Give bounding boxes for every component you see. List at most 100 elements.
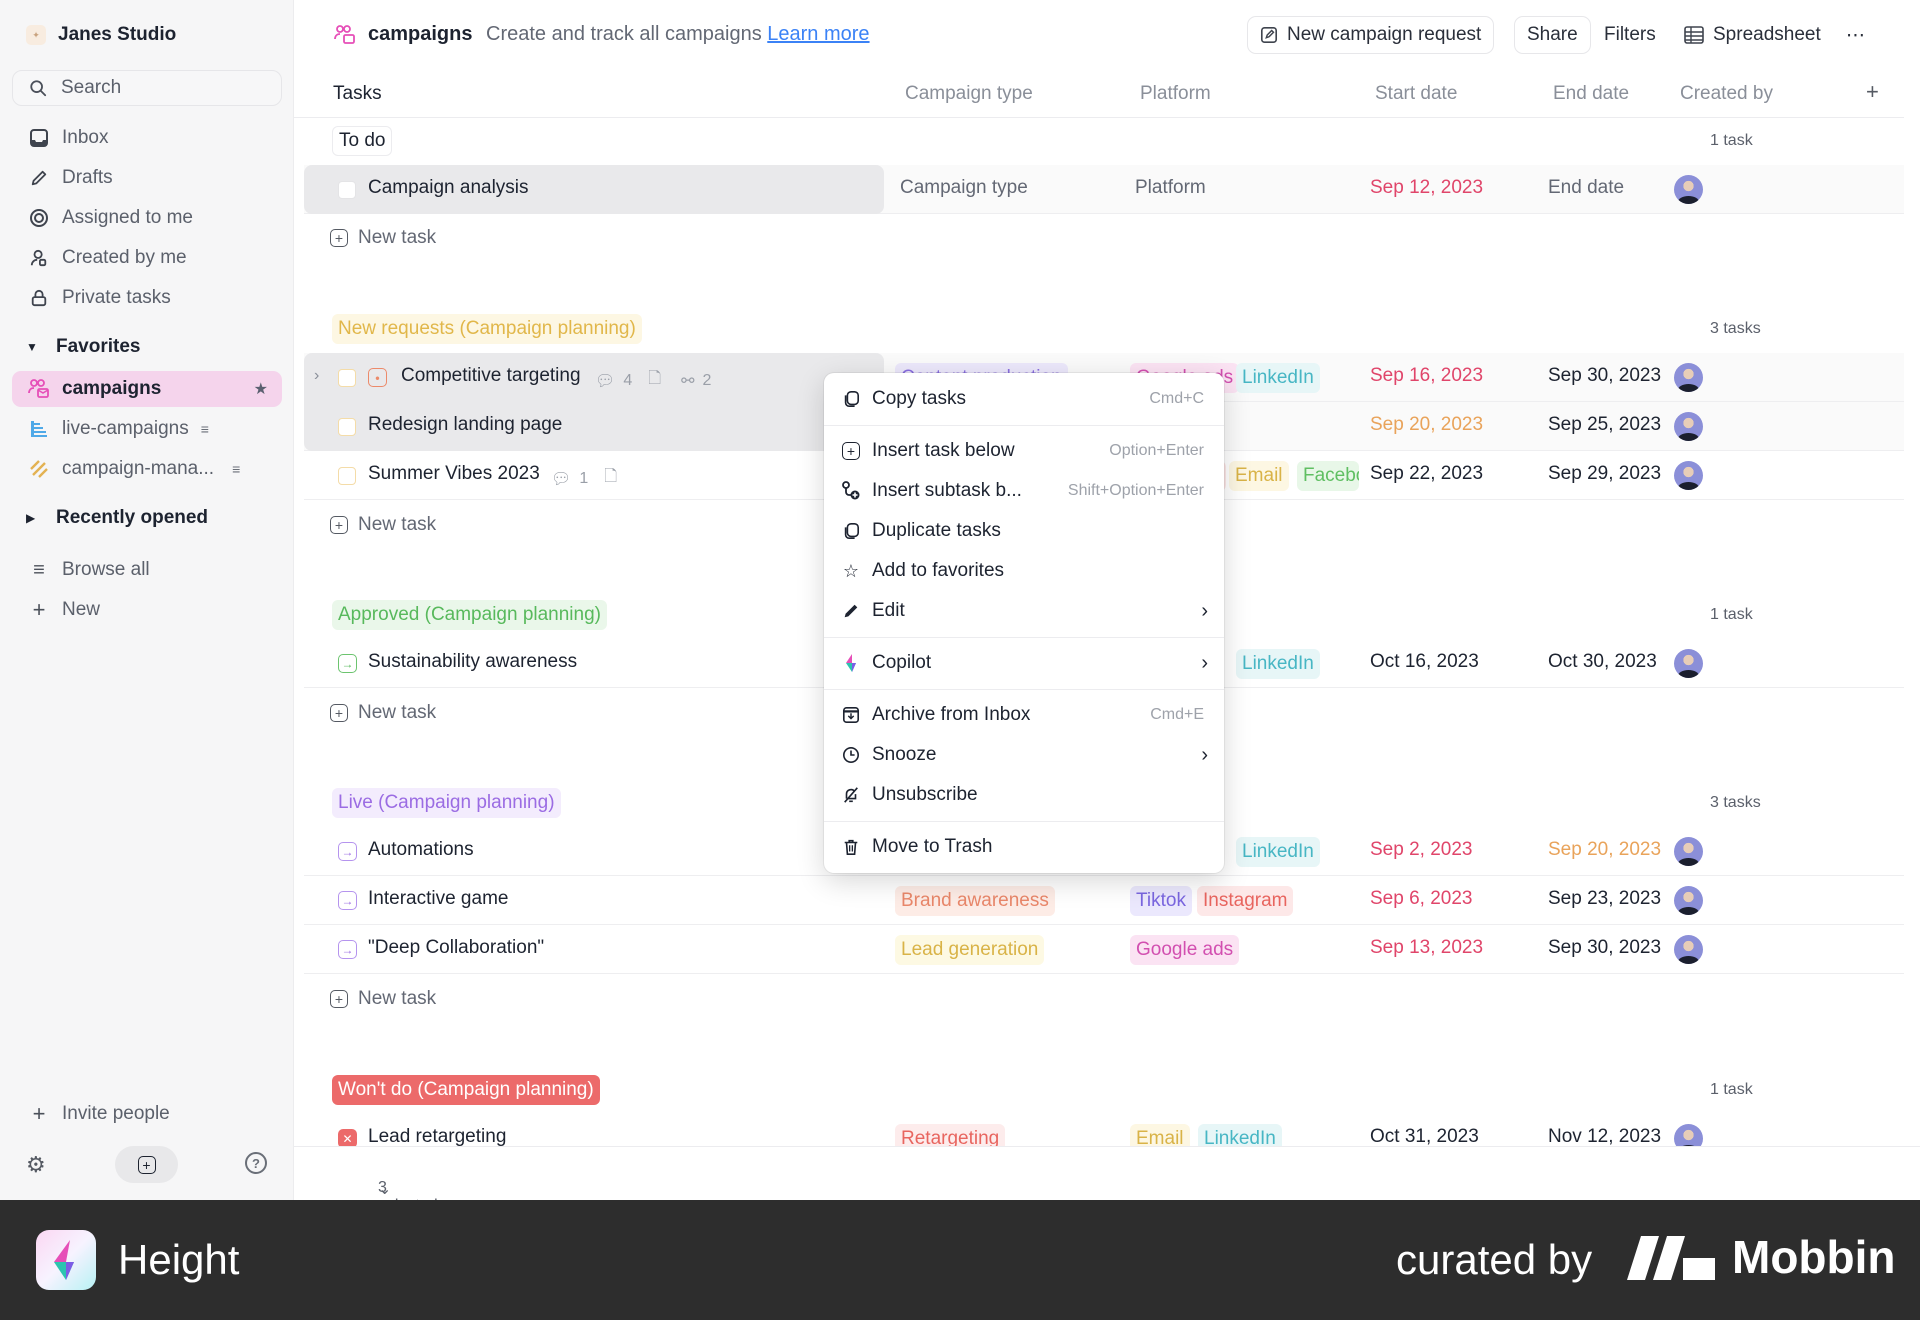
menu-item-insert-subtask[interactable]: Insert subtask b... Shift+Option+Enter	[824, 471, 1224, 511]
view-switcher-button[interactable]: Spreadsheet	[1684, 16, 1821, 54]
column-campaign-type[interactable]: Campaign type	[905, 83, 1033, 104]
sidebar-item-campaign-management[interactable]: campaign-mana... ≡	[12, 451, 282, 487]
column-headers: Tasks Campaign type Platform Start date …	[294, 74, 1904, 118]
sidebar-item-live-campaigns[interactable]: live-campaigns ≡	[12, 411, 282, 447]
menu-divider	[824, 821, 1224, 822]
wont-do-status-icon[interactable]: ✕	[338, 1129, 357, 1148]
menu-item-move-to-trash[interactable]: Move to Trash	[824, 827, 1224, 867]
platform-tag[interactable]: Instagram	[1197, 886, 1294, 916]
workspace-switcher[interactable]: ✦ Janes Studio	[26, 20, 176, 50]
sidebar-item-drafts[interactable]: Drafts	[12, 160, 282, 196]
more-options-button[interactable]: ⋯	[1846, 16, 1865, 54]
new-task-button[interactable]: + New task	[330, 514, 436, 536]
menu-item-snooze[interactable]: Snooze ›	[824, 735, 1224, 775]
sidebar-item-campaigns[interactable]: campaigns ★	[12, 371, 282, 407]
avatar[interactable]	[1674, 649, 1703, 678]
task-checkbox[interactable]	[338, 467, 356, 485]
plus-square-icon: +	[330, 704, 348, 722]
gear-icon[interactable]: ⚙	[26, 1152, 46, 1177]
column-start-date[interactable]: Start date	[1375, 83, 1458, 104]
form-icon	[1260, 26, 1278, 44]
height-logo-icon	[36, 1230, 96, 1290]
table-row[interactable]: → Interactive game Brand awareness Tikto…	[304, 876, 1904, 925]
group-label-wont-do[interactable]: Won't do (Campaign planning)	[332, 1075, 600, 1105]
avatar[interactable]	[1674, 935, 1703, 964]
group-label-todo[interactable]: To do	[332, 126, 393, 156]
group-label-approved[interactable]: Approved (Campaign planning)	[332, 600, 607, 630]
star-filled-icon[interactable]: ★	[253, 381, 268, 398]
avatar[interactable]	[1674, 363, 1703, 392]
new-task-button[interactable]: + New task	[330, 988, 436, 1010]
column-end-date[interactable]: End date	[1553, 83, 1630, 104]
sidebar-item-assigned[interactable]: Assigned to me	[12, 200, 282, 236]
menu-item-duplicate-tasks[interactable]: Duplicate tasks	[824, 511, 1224, 551]
new-task-button[interactable]: + New task	[330, 702, 436, 724]
avatar[interactable]	[1674, 461, 1703, 490]
column-tasks[interactable]: Tasks	[333, 83, 382, 104]
group-label-live[interactable]: Live (Campaign planning)	[332, 788, 561, 818]
filters-button[interactable]: Filters	[1604, 24, 1656, 45]
avatar[interactable]	[1674, 837, 1703, 866]
menu-item-unsubscribe[interactable]: Unsubscribe	[824, 775, 1224, 815]
platform-tag[interactable]: LinkedIn	[1236, 649, 1320, 679]
favorites-header[interactable]: ▼ Favorites	[26, 336, 141, 357]
table-row[interactable]: → "Deep Collaboration" Lead generation G…	[304, 925, 1904, 974]
platform-tag[interactable]: LinkedIn	[1236, 837, 1320, 867]
platform-tag[interactable]: Facebook	[1297, 461, 1359, 491]
recently-opened-header[interactable]: ▶ Recently opened	[26, 507, 209, 528]
sidebar-item-inbox[interactable]: Inbox	[12, 120, 282, 156]
approved-status-icon[interactable]: →	[338, 654, 357, 673]
menu-item-copilot[interactable]: Copilot ›	[824, 643, 1224, 683]
invite-people-button[interactable]: + Invite people	[12, 1096, 282, 1132]
stripes-icon	[28, 458, 50, 480]
context-menu: Copy tasks Cmd+C + Insert task below Optio…	[824, 373, 1224, 873]
help-icon[interactable]: ?	[245, 1152, 267, 1174]
task-checkbox[interactable]	[338, 181, 356, 199]
sidebar-item-browse-all[interactable]: ≡ Browse all	[12, 552, 282, 588]
chevron-down-icon: ⌄	[378, 1181, 392, 1198]
search-input[interactable]: Search	[12, 70, 282, 106]
table-row[interactable]: Campaign analysis Campaign type Platform…	[304, 165, 1904, 214]
menu-item-archive-from-inbox[interactable]: Archive from Inbox Cmd+E	[824, 695, 1224, 735]
avatar[interactable]	[1674, 175, 1703, 204]
star-icon: ☆	[842, 560, 860, 581]
platform-tag[interactable]: LinkedIn	[1236, 363, 1320, 393]
mobbin-wordmark: Mobbin	[1732, 1231, 1896, 1283]
avatar[interactable]	[1674, 886, 1703, 915]
add-column-button[interactable]: +	[1866, 79, 1879, 104]
column-created-by[interactable]: Created by	[1680, 83, 1773, 104]
menu-item-copy-tasks[interactable]: Copy tasks Cmd+C	[824, 379, 1224, 419]
campaign-type-tag[interactable]: Lead generation	[895, 935, 1045, 965]
lock-icon	[28, 287, 50, 309]
live-status-icon[interactable]: →	[338, 891, 357, 910]
platform-tag[interactable]: Google ads	[1130, 935, 1240, 965]
column-platform[interactable]: Platform	[1140, 83, 1211, 104]
table-row[interactable]: → Automations LinkedIn Sep 2, 2023 Sep 2…	[304, 827, 1904, 876]
sidebar-item-new[interactable]: + New	[12, 592, 282, 628]
platform-tag[interactable]: Email	[1229, 461, 1289, 491]
task-checkbox[interactable]	[338, 418, 356, 436]
live-status-icon[interactable]: →	[338, 842, 357, 861]
sidebar-item-private-tasks[interactable]: Private tasks	[12, 280, 282, 316]
expand-chevron-icon[interactable]: ›	[314, 367, 320, 384]
new-task-button[interactable]: +	[115, 1146, 178, 1183]
menu-item-add-to-favorites[interactable]: ☆ Add to favorites	[824, 551, 1224, 591]
in-progress-status-icon[interactable]: •	[368, 368, 387, 387]
menu-item-insert-task-below[interactable]: + Insert task below Option+Enter	[824, 431, 1224, 471]
group-label-new-requests[interactable]: New requests (Campaign planning)	[332, 314, 642, 344]
campaign-type-tag[interactable]: Brand awareness	[895, 886, 1055, 916]
new-task-button[interactable]: + New task	[330, 227, 436, 249]
learn-more-link[interactable]: Learn more	[767, 23, 870, 45]
sidebar-item-created-by-me[interactable]: Created by me	[12, 240, 282, 276]
avatar[interactable]	[1674, 412, 1703, 441]
menu-item-edit[interactable]: Edit ›	[824, 591, 1224, 631]
pencil-icon	[28, 167, 50, 189]
share-button[interactable]: Share	[1514, 16, 1591, 54]
filter-icon: ≡	[200, 421, 209, 437]
plus-square-icon: +	[137, 1155, 156, 1174]
task-checkbox[interactable]	[338, 369, 356, 387]
new-campaign-request-button[interactable]: New campaign request	[1247, 16, 1495, 54]
live-status-icon[interactable]: →	[338, 940, 357, 959]
platform-tag[interactable]: Tiktok	[1130, 886, 1192, 916]
plus-square-icon: +	[330, 990, 348, 1008]
